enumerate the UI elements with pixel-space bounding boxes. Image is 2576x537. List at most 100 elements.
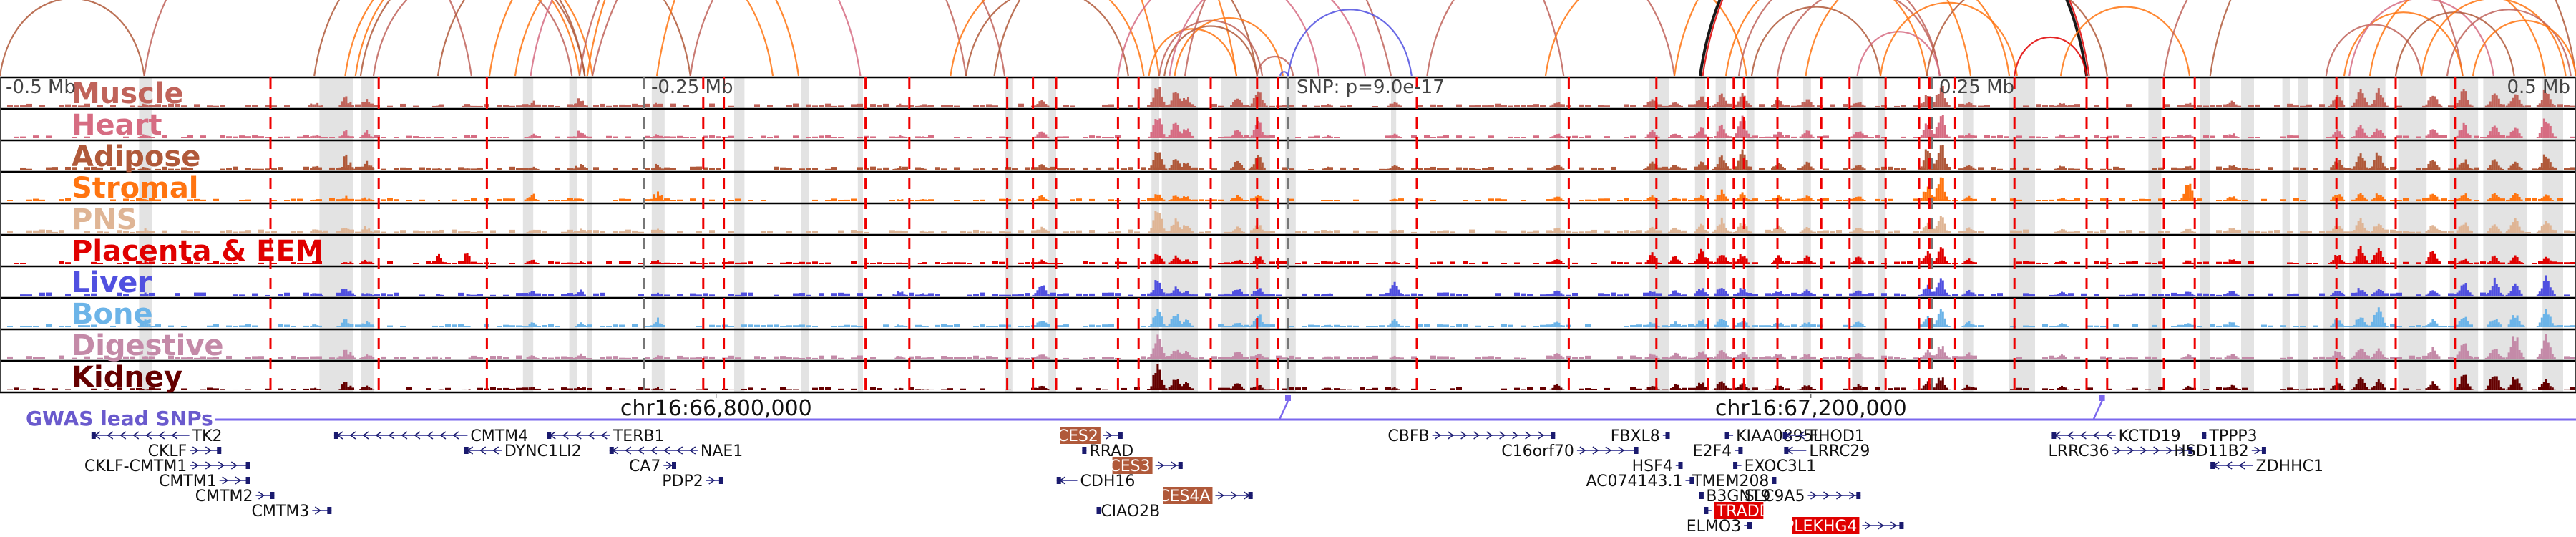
signal-bar bbox=[703, 293, 708, 296]
signal-bar bbox=[123, 356, 129, 359]
signal-peak bbox=[901, 291, 904, 296]
signal-peak bbox=[140, 231, 142, 233]
signal-bar bbox=[1347, 325, 1352, 327]
signal-bar bbox=[1849, 293, 1855, 296]
signal-peak bbox=[1696, 259, 1698, 264]
signal-peak bbox=[1551, 261, 1554, 264]
signal-peak bbox=[2187, 166, 2190, 170]
signal-peak bbox=[1389, 288, 1392, 296]
signal-peak bbox=[1745, 198, 1748, 201]
signal-bar bbox=[2248, 168, 2254, 170]
signal-peak bbox=[575, 136, 577, 138]
signal-bar bbox=[233, 294, 238, 296]
signal-peak bbox=[1694, 136, 1696, 138]
signal-peak bbox=[2438, 261, 2441, 264]
signal-bar bbox=[2570, 357, 2576, 359]
signal-peak bbox=[1850, 326, 1853, 327]
signal-bar bbox=[2287, 103, 2293, 107]
signal-bar bbox=[162, 135, 167, 138]
signal-peak bbox=[586, 168, 588, 170]
signal-peak bbox=[1038, 101, 1041, 107]
signal-bar bbox=[2197, 293, 2202, 296]
signal-peak bbox=[582, 229, 584, 233]
signal-peak bbox=[526, 104, 529, 107]
signal-bar bbox=[1424, 135, 1430, 138]
signal-bar bbox=[1070, 105, 1075, 107]
signal-bar bbox=[1604, 198, 1610, 201]
signal-peak bbox=[310, 103, 313, 107]
signal-bar bbox=[980, 199, 985, 201]
signal-bar bbox=[1765, 293, 1771, 296]
signal-peak bbox=[655, 388, 657, 390]
signal-peak bbox=[1739, 121, 1742, 138]
signal-peak bbox=[1963, 356, 1966, 359]
signal-bar bbox=[2210, 105, 2215, 107]
signal-bar bbox=[2261, 198, 2267, 201]
signal-peak bbox=[1773, 134, 1775, 138]
signal-peak bbox=[1732, 231, 1735, 233]
signal-bar bbox=[1656, 293, 1662, 296]
signal-bar bbox=[960, 388, 966, 390]
signal-peak bbox=[926, 137, 929, 138]
signal-peak bbox=[922, 389, 924, 390]
signal-bar bbox=[1437, 168, 1443, 170]
signal-bar bbox=[973, 355, 979, 359]
signal-bar bbox=[999, 294, 1005, 296]
signal-peak bbox=[2460, 91, 2463, 107]
signal-peak bbox=[1700, 161, 1702, 170]
signal-peak bbox=[2189, 260, 2192, 264]
signal-peak bbox=[2233, 133, 2235, 138]
signal-bar bbox=[2532, 168, 2537, 170]
signal-peak bbox=[1165, 168, 1168, 170]
signal-peak bbox=[659, 262, 661, 264]
signal-bar bbox=[567, 136, 573, 138]
signal-peak bbox=[2487, 356, 2489, 359]
signal-peak bbox=[368, 165, 371, 170]
signal-peak bbox=[2377, 223, 2380, 233]
signal-bar bbox=[2448, 357, 2454, 359]
signal-peak bbox=[1252, 228, 1255, 233]
signal-peak bbox=[2334, 351, 2337, 359]
signal-peak bbox=[1187, 225, 1189, 233]
signal-peak bbox=[1722, 255, 1725, 264]
signal-bar bbox=[284, 136, 290, 138]
signal-peak bbox=[140, 389, 142, 390]
signal-bar bbox=[1817, 136, 1823, 138]
signal-bar bbox=[65, 293, 71, 296]
signal-bar bbox=[2564, 325, 2570, 327]
signal-peak bbox=[1722, 97, 1725, 107]
signal-peak bbox=[2381, 291, 2384, 296]
signal-bar bbox=[1314, 325, 1320, 327]
signal-peak bbox=[1036, 356, 1039, 359]
signal-peak bbox=[1812, 136, 1815, 138]
signal-bar bbox=[973, 229, 979, 233]
signal-bar bbox=[278, 136, 283, 138]
signal-bar bbox=[2274, 105, 2280, 107]
signal-peak bbox=[1672, 198, 1674, 201]
signal-bar bbox=[1302, 293, 1307, 296]
signal-peak bbox=[1250, 263, 1253, 264]
signal-bar bbox=[7, 105, 13, 107]
signal-peak bbox=[470, 262, 473, 264]
signal-bar bbox=[233, 166, 238, 170]
signal-bar bbox=[1289, 198, 1294, 201]
signal-peak bbox=[142, 324, 145, 327]
signal-peak bbox=[1250, 166, 1253, 170]
signal-peak bbox=[1963, 198, 1966, 201]
signal-bar bbox=[593, 167, 599, 170]
signal-peak bbox=[2464, 159, 2467, 170]
signal-peak bbox=[1324, 105, 1327, 107]
signal-bar bbox=[812, 168, 818, 170]
signal-peak bbox=[341, 198, 343, 201]
signal-bar bbox=[381, 168, 386, 170]
signal-peak bbox=[2538, 166, 2541, 170]
signal-bar bbox=[735, 357, 741, 359]
signal-peak bbox=[349, 199, 352, 201]
signal-peak bbox=[1395, 231, 1398, 233]
signal-peak bbox=[1168, 294, 1171, 296]
signal-peak bbox=[1181, 166, 1183, 170]
signal-bar bbox=[1617, 262, 1623, 264]
signal-peak bbox=[1657, 357, 1660, 359]
signal-peak bbox=[1036, 322, 1039, 327]
signal-bar bbox=[741, 292, 747, 296]
